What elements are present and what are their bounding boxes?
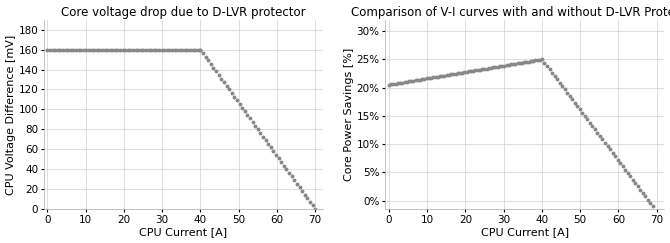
Y-axis label: CPU Voltage Difference [mV]: CPU Voltage Difference [mV] — [5, 34, 15, 195]
X-axis label: CPU Current [A]: CPU Current [A] — [139, 227, 227, 237]
Y-axis label: Core Power Savings [%]: Core Power Savings [%] — [344, 48, 354, 181]
Title: Core voltage drop due to D-LVR protector: Core voltage drop due to D-LVR protector — [61, 6, 306, 18]
Title: Comparison of V-I curves with and without D-LVR Protector: Comparison of V-I curves with and withou… — [351, 6, 670, 18]
X-axis label: CPU Current [A]: CPU Current [A] — [480, 227, 569, 237]
